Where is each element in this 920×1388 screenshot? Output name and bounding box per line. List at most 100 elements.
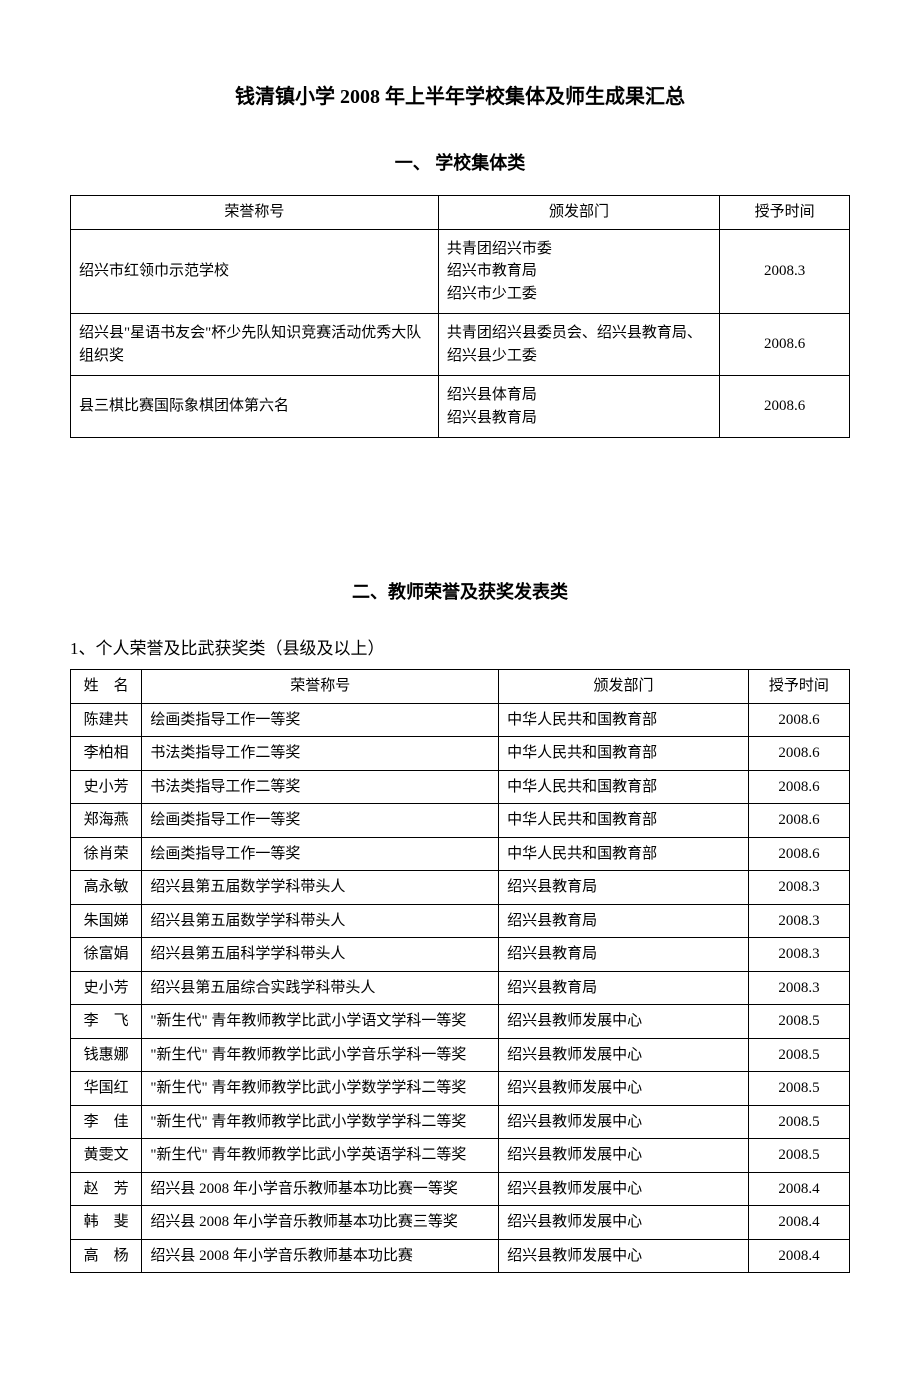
dept-cell: 中华人民共和国教育部 bbox=[499, 770, 749, 804]
name-cell: 李 佳 bbox=[71, 1105, 142, 1139]
name-cell: 李 飞 bbox=[71, 1005, 142, 1039]
date-cell: 2008.4 bbox=[748, 1206, 849, 1240]
dept-cell: 共青团绍兴县委员会、绍兴县教育局、绍兴县少工委 bbox=[438, 314, 719, 376]
honor-cell: 绍兴县"星语书友会"杯少先队知识竞赛活动优秀大队组织奖 bbox=[71, 314, 439, 376]
date-cell: 2008.5 bbox=[748, 1105, 849, 1139]
honor-cell: 绍兴县第五届综合实践学科带头人 bbox=[142, 971, 499, 1005]
name-cell: 郑海燕 bbox=[71, 804, 142, 838]
dept-cell: 中华人民共和国教育部 bbox=[499, 837, 749, 871]
teacher-honors-table: 姓 名 荣誉称号 颁发部门 授予时间 陈建共绘画类指导工作一等奖中华人民共和国教… bbox=[70, 669, 850, 1273]
date-cell: 2008.4 bbox=[748, 1172, 849, 1206]
honor-cell: 绘画类指导工作一等奖 bbox=[142, 703, 499, 737]
col-header-dept: 颁发部门 bbox=[499, 670, 749, 704]
honor-cell: 绍兴县第五届科学学科带头人 bbox=[142, 938, 499, 972]
col-header-name: 姓 名 bbox=[71, 670, 142, 704]
name-cell: 史小芳 bbox=[71, 770, 142, 804]
table-row: 朱国娣绍兴县第五届数学学科带头人绍兴县教育局2008.3 bbox=[71, 904, 850, 938]
date-cell: 2008.3 bbox=[748, 971, 849, 1005]
table-row: 赵 芳绍兴县 2008 年小学音乐教师基本功比赛一等奖绍兴县教师发展中心2008… bbox=[71, 1172, 850, 1206]
table-row: 李 佳"新生代" 青年教师教学比武小学数学学科二等奖绍兴县教师发展中心2008.… bbox=[71, 1105, 850, 1139]
table-row: 李柏相书法类指导工作二等奖中华人民共和国教育部2008.6 bbox=[71, 737, 850, 771]
date-cell: 2008.3 bbox=[748, 904, 849, 938]
name-cell: 高永敏 bbox=[71, 871, 142, 905]
honor-cell: "新生代" 青年教师教学比武小学音乐学科一等奖 bbox=[142, 1038, 499, 1072]
name-cell: 黄雯文 bbox=[71, 1139, 142, 1173]
dept-cell: 绍兴县教师发展中心 bbox=[499, 1206, 749, 1240]
dept-cell: 绍兴县教师发展中心 bbox=[499, 1005, 749, 1039]
dept-cell: 绍兴县教师发展中心 bbox=[499, 1172, 749, 1206]
dept-cell: 绍兴县教师发展中心 bbox=[499, 1038, 749, 1072]
school-honors-table: 荣誉称号 颁发部门 授予时间 绍兴市红领巾示范学校共青团绍兴市委 绍兴市教育局 … bbox=[70, 195, 850, 438]
table-row: 黄雯文"新生代" 青年教师教学比武小学英语学科二等奖绍兴县教师发展中心2008.… bbox=[71, 1139, 850, 1173]
dept-cell: 绍兴县教师发展中心 bbox=[499, 1105, 749, 1139]
date-cell: 2008.6 bbox=[748, 837, 849, 871]
dept-cell: 绍兴县教师发展中心 bbox=[499, 1239, 749, 1273]
dept-cell: 绍兴县教师发展中心 bbox=[499, 1139, 749, 1173]
dept-cell: 绍兴县教育局 bbox=[499, 871, 749, 905]
date-cell: 2008.6 bbox=[720, 376, 850, 438]
dept-cell: 绍兴县教师发展中心 bbox=[499, 1072, 749, 1106]
name-cell: 赵 芳 bbox=[71, 1172, 142, 1206]
date-cell: 2008.3 bbox=[720, 229, 850, 314]
honor-cell: 绍兴县第五届数学学科带头人 bbox=[142, 871, 499, 905]
table-row: 李 飞"新生代" 青年教师教学比武小学语文学科一等奖绍兴县教师发展中心2008.… bbox=[71, 1005, 850, 1039]
table-row: 陈建共绘画类指导工作一等奖中华人民共和国教育部2008.6 bbox=[71, 703, 850, 737]
honor-cell: 绍兴县 2008 年小学音乐教师基本功比赛 bbox=[142, 1239, 499, 1273]
table-row: 钱惠娜"新生代" 青年教师教学比武小学音乐学科一等奖绍兴县教师发展中心2008.… bbox=[71, 1038, 850, 1072]
date-cell: 2008.6 bbox=[748, 737, 849, 771]
name-cell: 高 杨 bbox=[71, 1239, 142, 1273]
name-cell: 陈建共 bbox=[71, 703, 142, 737]
date-cell: 2008.3 bbox=[748, 871, 849, 905]
honor-cell: "新生代" 青年教师教学比武小学英语学科二等奖 bbox=[142, 1139, 499, 1173]
date-cell: 2008.6 bbox=[720, 314, 850, 376]
table-row: 县三棋比赛国际象棋团体第六名绍兴县体育局 绍兴县教育局2008.6 bbox=[71, 376, 850, 438]
name-cell: 华国红 bbox=[71, 1072, 142, 1106]
date-cell: 2008.4 bbox=[748, 1239, 849, 1273]
honor-cell: 绍兴县 2008 年小学音乐教师基本功比赛三等奖 bbox=[142, 1206, 499, 1240]
name-cell: 钱惠娜 bbox=[71, 1038, 142, 1072]
table-row: 徐富娟绍兴县第五届科学学科带头人绍兴县教育局2008.3 bbox=[71, 938, 850, 972]
dept-cell: 中华人民共和国教育部 bbox=[499, 804, 749, 838]
name-cell: 徐肖荣 bbox=[71, 837, 142, 871]
date-cell: 2008.5 bbox=[748, 1038, 849, 1072]
table-row: 徐肖荣绘画类指导工作一等奖中华人民共和国教育部2008.6 bbox=[71, 837, 850, 871]
honor-cell: 绍兴县 2008 年小学音乐教师基本功比赛一等奖 bbox=[142, 1172, 499, 1206]
honor-cell: 书法类指导工作二等奖 bbox=[142, 737, 499, 771]
table-row: 韩 斐绍兴县 2008 年小学音乐教师基本功比赛三等奖绍兴县教师发展中心2008… bbox=[71, 1206, 850, 1240]
dept-cell: 绍兴县体育局 绍兴县教育局 bbox=[438, 376, 719, 438]
table-row: 高 杨绍兴县 2008 年小学音乐教师基本功比赛绍兴县教师发展中心2008.4 bbox=[71, 1239, 850, 1273]
date-cell: 2008.3 bbox=[748, 938, 849, 972]
col-header-dept: 颁发部门 bbox=[438, 196, 719, 230]
col-header-honor: 荣誉称号 bbox=[142, 670, 499, 704]
dept-cell: 中华人民共和国教育部 bbox=[499, 737, 749, 771]
honor-cell: 绍兴县第五届数学学科带头人 bbox=[142, 904, 499, 938]
table-row: 高永敏绍兴县第五届数学学科带头人绍兴县教育局2008.3 bbox=[71, 871, 850, 905]
col-header-honor: 荣誉称号 bbox=[71, 196, 439, 230]
table-header-row: 姓 名 荣誉称号 颁发部门 授予时间 bbox=[71, 670, 850, 704]
honor-cell: "新生代" 青年教师教学比武小学语文学科一等奖 bbox=[142, 1005, 499, 1039]
section1-title: 一、 学校集体类 bbox=[70, 149, 850, 175]
name-cell: 朱国娣 bbox=[71, 904, 142, 938]
honor-cell: 县三棋比赛国际象棋团体第六名 bbox=[71, 376, 439, 438]
date-cell: 2008.5 bbox=[748, 1139, 849, 1173]
honor-cell: "新生代" 青年教师教学比武小学数学学科二等奖 bbox=[142, 1072, 499, 1106]
name-cell: 韩 斐 bbox=[71, 1206, 142, 1240]
dept-cell: 绍兴县教育局 bbox=[499, 971, 749, 1005]
name-cell: 徐富娟 bbox=[71, 938, 142, 972]
page-title: 钱清镇小学 2008 年上半年学校集体及师生成果汇总 bbox=[70, 80, 850, 109]
dept-cell: 绍兴县教育局 bbox=[499, 904, 749, 938]
honor-cell: 绍兴市红领巾示范学校 bbox=[71, 229, 439, 314]
table-row: 绍兴县"星语书友会"杯少先队知识竞赛活动优秀大队组织奖共青团绍兴县委员会、绍兴县… bbox=[71, 314, 850, 376]
table-row: 绍兴市红领巾示范学校共青团绍兴市委 绍兴市教育局 绍兴市少工委2008.3 bbox=[71, 229, 850, 314]
table-row: 史小芳书法类指导工作二等奖中华人民共和国教育部2008.6 bbox=[71, 770, 850, 804]
date-cell: 2008.6 bbox=[748, 804, 849, 838]
col-header-date: 授予时间 bbox=[748, 670, 849, 704]
col-header-date: 授予时间 bbox=[720, 196, 850, 230]
section2-title: 二、教师荣誉及获奖发表类 bbox=[70, 578, 850, 604]
dept-cell: 共青团绍兴市委 绍兴市教育局 绍兴市少工委 bbox=[438, 229, 719, 314]
honor-cell: 绘画类指导工作一等奖 bbox=[142, 837, 499, 871]
date-cell: 2008.6 bbox=[748, 703, 849, 737]
date-cell: 2008.6 bbox=[748, 770, 849, 804]
name-cell: 史小芳 bbox=[71, 971, 142, 1005]
subsection-title: 1、个人荣誉及比武获奖类（县级及以上） bbox=[70, 634, 850, 659]
